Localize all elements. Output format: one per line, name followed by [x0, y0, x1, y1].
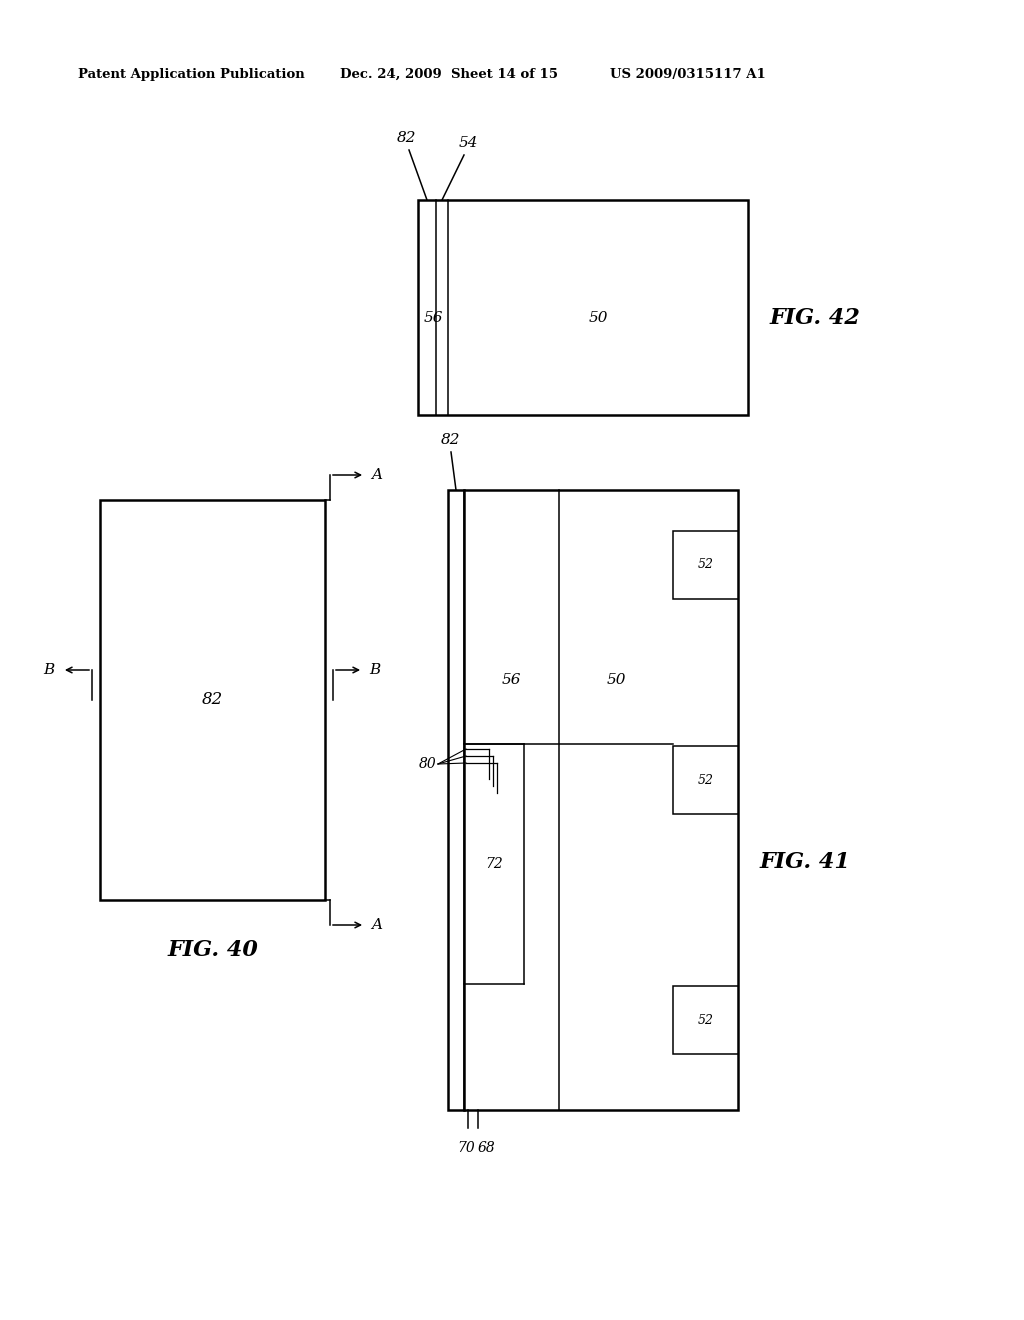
Text: 80: 80	[419, 756, 437, 771]
Text: B: B	[43, 663, 54, 677]
Text: 70: 70	[457, 1140, 475, 1155]
Text: A: A	[371, 469, 382, 482]
Bar	[673, 531, 738, 599]
Text: 68: 68	[477, 1140, 495, 1155]
Text: 56: 56	[423, 312, 442, 325]
Text: 50: 50	[606, 673, 626, 686]
Text: Patent Application Publication: Patent Application Publication	[78, 69, 305, 81]
Text: 52: 52	[697, 1014, 714, 1027]
Text: 82: 82	[397, 131, 417, 145]
Bar	[449, 490, 464, 1110]
Text: 50: 50	[588, 312, 608, 325]
Text: FIG. 42: FIG. 42	[770, 308, 861, 329]
Bar	[100, 500, 325, 900]
Text: 82: 82	[202, 692, 223, 709]
Bar	[673, 746, 738, 814]
Text: 54: 54	[459, 136, 478, 150]
Text: 72: 72	[485, 857, 503, 871]
Text: FIG. 40: FIG. 40	[167, 939, 258, 961]
Text: A: A	[371, 917, 382, 932]
Text: Dec. 24, 2009  Sheet 14 of 15: Dec. 24, 2009 Sheet 14 of 15	[340, 69, 558, 81]
Text: B: B	[369, 663, 380, 677]
Text: 52: 52	[697, 558, 714, 572]
Text: 52: 52	[697, 774, 714, 787]
Text: 82: 82	[441, 433, 461, 447]
Text: FIG. 41: FIG. 41	[760, 851, 851, 873]
Bar	[673, 986, 738, 1053]
Bar	[464, 490, 738, 1110]
Text: US 2009/0315117 A1: US 2009/0315117 A1	[610, 69, 766, 81]
Bar	[418, 201, 748, 414]
Text: 56: 56	[502, 673, 521, 686]
